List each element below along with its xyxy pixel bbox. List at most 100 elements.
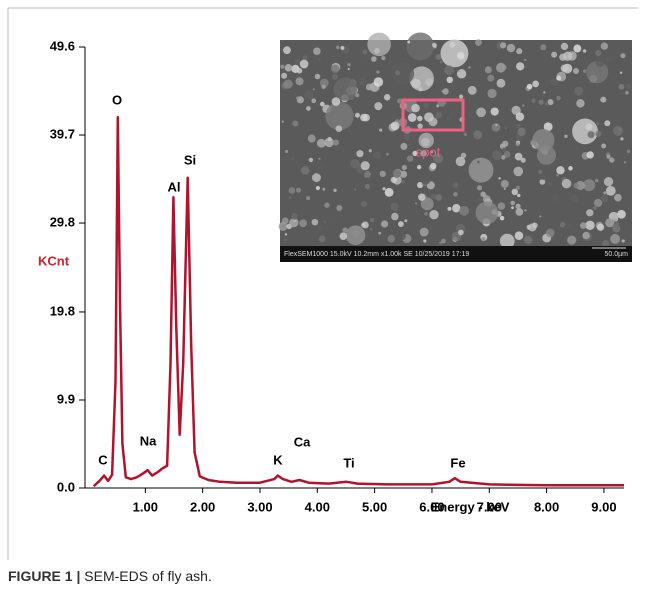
sem-particle — [505, 127, 507, 129]
sem-particle — [574, 87, 583, 96]
sem-particle — [291, 158, 293, 160]
sem-particle — [281, 73, 287, 79]
sem-particle — [284, 79, 293, 88]
sem-particle — [373, 151, 381, 159]
sem-particle — [328, 137, 332, 141]
sem-particle — [586, 209, 593, 216]
sem-particle — [348, 68, 350, 70]
sem-particle — [390, 202, 398, 210]
sem-particle — [391, 62, 414, 85]
sem-particle — [386, 153, 389, 156]
sem-particle — [545, 102, 549, 106]
sem-particle — [346, 225, 366, 245]
sem-particle — [319, 235, 326, 242]
sem-particle — [362, 221, 369, 228]
annotation: Na — [140, 433, 157, 448]
sem-particle — [435, 112, 442, 119]
sem-particle — [356, 150, 363, 157]
sem-particle — [295, 77, 303, 85]
sem-particle — [402, 180, 405, 183]
sem-particle — [487, 75, 494, 82]
sem-particle — [382, 187, 385, 190]
sem-particle — [321, 85, 325, 89]
sem-particle — [570, 194, 578, 202]
sem-particle — [586, 123, 593, 130]
sem-particle — [313, 47, 321, 55]
sem-particle — [332, 74, 338, 80]
sem-particle — [453, 192, 458, 197]
sem-particle — [374, 102, 382, 110]
sem-particle — [370, 218, 374, 222]
sem-particle — [556, 96, 560, 100]
sem-particle — [496, 63, 506, 73]
sem-particle — [317, 139, 326, 148]
sem-particle — [297, 68, 303, 74]
sem-particle — [365, 184, 370, 189]
sem-particle — [620, 137, 623, 140]
sem-particle — [283, 46, 291, 54]
sem-particle — [517, 158, 520, 161]
sem-particle — [573, 68, 579, 74]
sem-particle — [583, 70, 586, 73]
sem-particle — [477, 185, 482, 190]
sem-particle — [524, 209, 526, 211]
sem-particle — [546, 229, 555, 238]
sem-particle — [441, 239, 446, 244]
sem-particle — [423, 239, 426, 242]
sem-particle — [435, 194, 442, 201]
sem-particle — [477, 161, 480, 164]
sem-particle — [622, 239, 625, 242]
sem-particle — [511, 206, 514, 209]
sem-particle — [573, 183, 579, 189]
sem-particle — [481, 237, 485, 241]
sem-particle — [309, 158, 313, 162]
sem-particle — [498, 202, 506, 210]
sem-particle — [411, 104, 420, 113]
sem-particle — [380, 171, 386, 177]
sem-particle — [453, 182, 458, 187]
sem-particle — [507, 44, 515, 52]
sem-particle — [583, 179, 595, 191]
sem-particle — [620, 53, 625, 58]
sem-particle — [515, 208, 523, 216]
sem-particle — [458, 230, 464, 236]
sem-particle — [347, 63, 350, 66]
sem-particle — [378, 232, 381, 235]
sem-particle — [625, 91, 629, 95]
sem-particle — [306, 196, 310, 200]
sem-particle — [301, 166, 310, 175]
sem-particle — [540, 44, 546, 50]
sem-particle — [312, 219, 319, 226]
sem-particle — [580, 222, 587, 229]
sem-particle — [446, 116, 449, 119]
sem-particle — [606, 56, 613, 63]
sem-particle — [392, 169, 401, 178]
sem-particle — [517, 128, 525, 136]
sem-particle — [502, 147, 506, 151]
sem-particle — [561, 65, 569, 73]
sem-particle — [306, 106, 311, 111]
sem-particle — [332, 97, 341, 106]
y-tick-label: 29.8 — [50, 214, 75, 229]
sem-particle — [456, 157, 466, 167]
sem-particle — [468, 66, 470, 68]
annotation: C — [98, 452, 108, 467]
sem-particle — [317, 224, 325, 232]
sem-particle — [304, 90, 314, 100]
sem-particle — [292, 121, 298, 127]
sem-particle — [295, 58, 301, 64]
sem-particle — [500, 216, 504, 220]
sem-particle — [336, 46, 339, 49]
sem-particle — [374, 77, 384, 87]
sem-particle — [424, 112, 434, 122]
sem-particle — [339, 232, 347, 240]
sem-particle — [539, 215, 541, 217]
sem-particle — [358, 77, 366, 85]
sem-particle — [289, 187, 296, 194]
sem-particle — [521, 158, 526, 163]
sem-particle — [491, 107, 499, 115]
sem-particle — [381, 220, 388, 227]
sem-particle — [285, 233, 287, 235]
y-tick-label: 19.8 — [50, 303, 75, 318]
sem-particle — [429, 210, 438, 219]
